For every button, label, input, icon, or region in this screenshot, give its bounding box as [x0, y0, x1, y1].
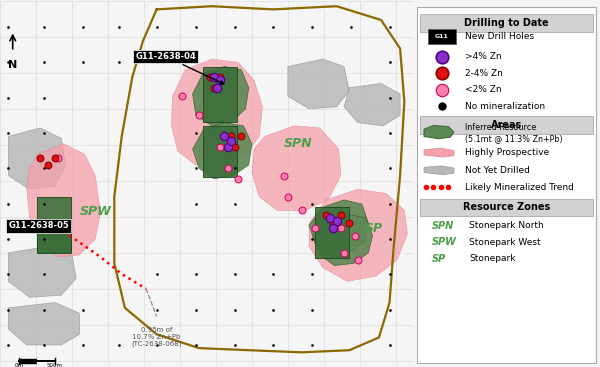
Bar — [37, 221, 71, 253]
Text: Stonepark West: Stonepark West — [469, 238, 541, 247]
Bar — [428, 29, 456, 44]
Text: 500m: 500m — [47, 363, 63, 367]
Text: N: N — [8, 60, 17, 70]
Polygon shape — [424, 148, 454, 157]
Polygon shape — [313, 215, 373, 266]
Polygon shape — [193, 66, 249, 126]
Text: Likely Mineralized Trend: Likely Mineralized Trend — [465, 183, 574, 192]
Bar — [37, 197, 71, 252]
Text: G11-2638-05: G11-2638-05 — [8, 222, 69, 230]
Text: Resource Zones: Resource Zones — [463, 202, 550, 212]
Polygon shape — [26, 144, 101, 257]
Text: SPN: SPN — [431, 221, 454, 231]
Bar — [203, 66, 237, 121]
Polygon shape — [8, 128, 65, 189]
Polygon shape — [344, 83, 400, 126]
Text: Not Yet Drilled: Not Yet Drilled — [465, 166, 530, 175]
Text: SP: SP — [431, 254, 446, 264]
Text: G11: G11 — [435, 34, 449, 39]
Polygon shape — [309, 189, 407, 281]
Text: 0m: 0m — [14, 363, 23, 367]
Text: 2-4% Zn: 2-4% Zn — [465, 69, 503, 78]
Text: <2% Zn: <2% Zn — [465, 86, 502, 94]
Text: 0.95m of
10.7% Zn+Pb
(TC-2638-068): 0.95m of 10.7% Zn+Pb (TC-2638-068) — [131, 327, 182, 348]
Polygon shape — [424, 126, 454, 139]
Text: G11-2638-04: G11-2638-04 — [136, 52, 224, 84]
Bar — [203, 126, 237, 177]
Bar — [420, 14, 593, 32]
Text: New Drill Holes: New Drill Holes — [465, 32, 535, 41]
Polygon shape — [8, 302, 79, 345]
Text: Stonepark: Stonepark — [469, 254, 515, 263]
Text: Stonepark North: Stonepark North — [469, 221, 544, 230]
Text: SPN: SPN — [284, 137, 312, 150]
Polygon shape — [8, 247, 76, 297]
Bar — [316, 207, 349, 258]
Text: Inferred Resource
(5.1mt @ 11.3% Zn+Pb): Inferred Resource (5.1mt @ 11.3% Zn+Pb) — [465, 123, 563, 143]
Polygon shape — [252, 126, 341, 211]
Text: No mineralization: No mineralization — [465, 102, 545, 111]
Text: SPW: SPW — [79, 205, 111, 218]
Polygon shape — [193, 123, 252, 179]
Text: SPW: SPW — [431, 237, 457, 247]
Text: SP: SP — [365, 222, 383, 235]
Polygon shape — [288, 59, 349, 109]
Text: Areas: Areas — [491, 120, 522, 130]
Polygon shape — [309, 200, 368, 255]
Text: Highly Prospective: Highly Prospective — [465, 148, 550, 157]
Text: Drilling to Date: Drilling to Date — [464, 18, 549, 28]
Bar — [420, 199, 593, 216]
Polygon shape — [172, 59, 262, 165]
Bar — [420, 116, 593, 134]
Polygon shape — [424, 166, 454, 175]
Text: >4% Zn: >4% Zn — [465, 52, 502, 61]
